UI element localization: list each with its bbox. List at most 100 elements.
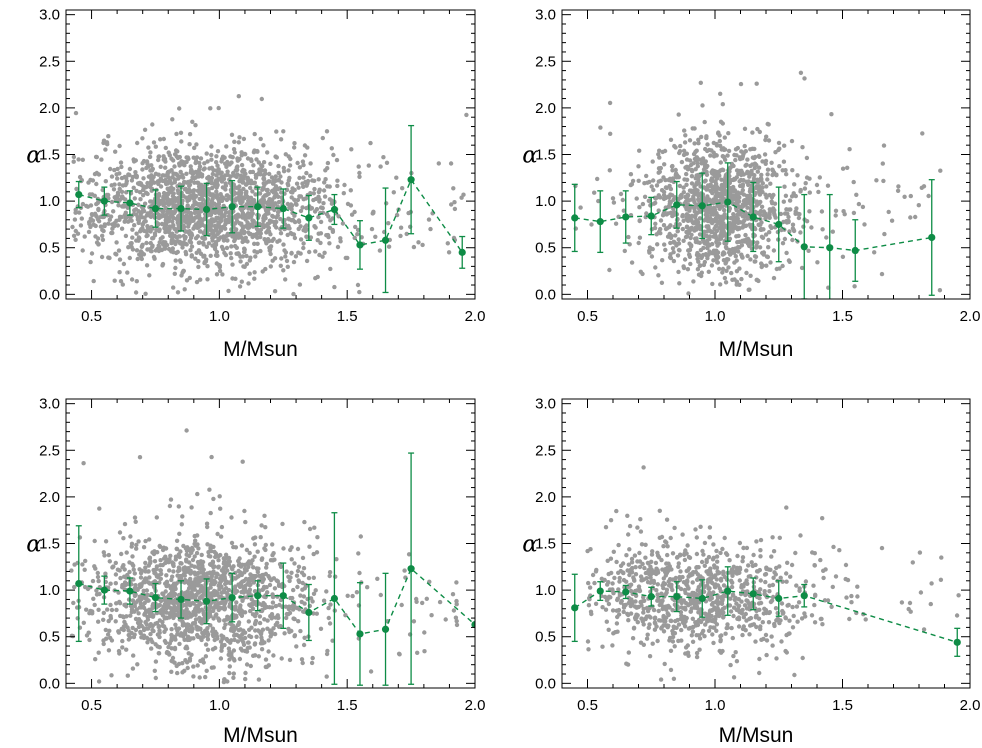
scatter-point bbox=[218, 228, 224, 233]
scatter-point bbox=[114, 607, 119, 613]
scatter-point bbox=[124, 181, 129, 186]
scatter-point bbox=[96, 619, 101, 624]
scatter-point bbox=[138, 253, 144, 259]
scatter-point bbox=[269, 616, 274, 621]
scatter-point bbox=[170, 594, 175, 599]
scatter-point bbox=[719, 147, 724, 152]
scatter-point bbox=[138, 575, 144, 580]
scatter-point bbox=[724, 257, 730, 262]
scatter-point bbox=[699, 161, 704, 166]
scatter-point bbox=[704, 172, 710, 177]
scatter-point bbox=[248, 608, 253, 614]
scatter-point bbox=[355, 227, 361, 233]
scatter-point bbox=[279, 656, 284, 661]
scatter-point bbox=[737, 282, 742, 287]
scatter-point bbox=[335, 244, 341, 250]
scatter-point bbox=[449, 202, 454, 207]
scatter-point bbox=[144, 233, 149, 239]
scatter-point bbox=[758, 186, 763, 191]
binned-mean-point bbox=[596, 218, 604, 226]
scatter-point bbox=[736, 233, 741, 239]
scatter-point bbox=[753, 226, 758, 232]
scatter-point bbox=[189, 652, 194, 657]
scatter-point bbox=[316, 231, 321, 236]
scatter-point bbox=[311, 191, 316, 196]
scatter-point bbox=[926, 193, 931, 199]
scatter-point bbox=[211, 608, 216, 614]
scatter-point bbox=[216, 215, 221, 221]
scatter-point bbox=[114, 172, 119, 177]
binned-mean-point bbox=[356, 630, 364, 638]
scatter-point bbox=[114, 194, 120, 200]
scatter-point bbox=[178, 259, 183, 265]
scatter-point bbox=[117, 568, 122, 573]
scatter-point bbox=[105, 142, 110, 147]
scatter-point bbox=[177, 161, 182, 166]
scatter-point bbox=[207, 487, 212, 492]
scatter-point bbox=[262, 182, 267, 188]
binned-mean-point bbox=[571, 214, 579, 222]
scatter-point bbox=[107, 255, 112, 261]
scatter-point bbox=[304, 223, 309, 228]
scatter-point bbox=[766, 122, 771, 127]
scatter-point bbox=[177, 531, 182, 536]
scatter-point bbox=[644, 211, 649, 216]
scatter-point bbox=[686, 291, 691, 296]
scatter-point bbox=[94, 588, 99, 593]
scatter-point bbox=[298, 194, 304, 199]
scatter-point bbox=[738, 81, 744, 87]
scatter-point bbox=[325, 648, 330, 654]
scatter-point bbox=[326, 605, 331, 611]
scatter-point bbox=[770, 643, 775, 648]
scatter-point bbox=[300, 159, 306, 164]
scatter-point bbox=[313, 249, 318, 254]
scatter-point bbox=[657, 155, 662, 160]
scatter-point bbox=[727, 236, 733, 241]
scatter-point bbox=[343, 613, 348, 618]
scatter-point bbox=[739, 254, 745, 259]
scatter-point bbox=[132, 585, 138, 591]
scatter-point bbox=[122, 521, 128, 527]
scatter-point bbox=[222, 574, 227, 579]
scatter-point bbox=[765, 214, 770, 219]
binned-mean-point bbox=[126, 587, 134, 595]
scatter-point bbox=[121, 261, 127, 267]
scatter-point bbox=[618, 191, 624, 197]
scatter-point bbox=[160, 619, 165, 625]
scatter-point bbox=[244, 547, 250, 553]
scatter-point bbox=[789, 138, 795, 144]
scatter-point bbox=[640, 201, 646, 207]
scatter-point bbox=[164, 220, 169, 225]
scatter-point bbox=[710, 251, 715, 256]
scatter-point bbox=[291, 291, 296, 297]
scatter-point bbox=[98, 224, 104, 229]
scatter-point bbox=[132, 603, 137, 609]
scatter-point bbox=[228, 154, 233, 159]
scatter-point bbox=[356, 551, 361, 556]
scatter-point bbox=[205, 571, 210, 576]
scatter-point bbox=[81, 620, 87, 625]
scatter-point bbox=[165, 186, 170, 191]
scatter-point bbox=[366, 163, 371, 168]
scatter-point bbox=[155, 222, 160, 228]
scatter-point bbox=[733, 147, 739, 152]
scatter-point bbox=[120, 282, 126, 287]
scatter-point bbox=[303, 196, 309, 201]
scatter-point bbox=[250, 612, 256, 617]
scatter-point bbox=[658, 218, 664, 223]
scatter-point bbox=[668, 137, 674, 142]
scatter-point bbox=[754, 199, 760, 204]
scatter-point bbox=[717, 173, 722, 178]
scatter-point bbox=[209, 157, 214, 162]
scatter-point bbox=[723, 223, 728, 228]
scatter-point bbox=[692, 214, 698, 220]
scatter-point bbox=[586, 580, 591, 586]
scatter-point bbox=[156, 651, 161, 656]
scatter-point bbox=[676, 622, 682, 627]
scatter-point bbox=[117, 182, 122, 187]
scatter-point bbox=[783, 193, 789, 198]
scatter-point bbox=[242, 630, 248, 635]
scatter-point bbox=[111, 209, 116, 214]
scatter-point bbox=[324, 129, 330, 134]
binned-mean-point bbox=[305, 608, 313, 617]
